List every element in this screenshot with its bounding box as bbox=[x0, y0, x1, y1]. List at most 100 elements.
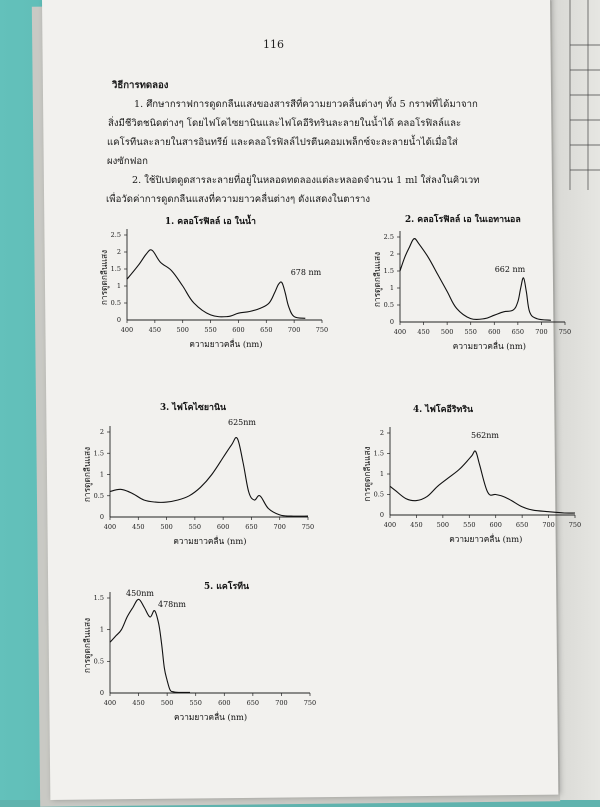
x-tick-label: 650 bbox=[516, 521, 528, 529]
y-tick-label: 0.5 bbox=[111, 299, 121, 307]
y-tick-label-zero: 0 bbox=[100, 513, 104, 521]
x-tick-label: 700 bbox=[535, 328, 547, 336]
x-tick-label: 400 bbox=[104, 523, 116, 531]
chart-title: 4. ไฟโคอีริทริน bbox=[413, 403, 473, 415]
chart-4: 400 450 500 550 600 650 700 750 0.5 1 1.5 2 0 4. ไฟโค… bbox=[362, 403, 581, 544]
peak-label: 450nm bbox=[126, 589, 154, 598]
x-tick-label: 550 bbox=[190, 699, 202, 707]
page-number: 116 bbox=[263, 38, 284, 51]
x-tick-label: 500 bbox=[177, 326, 189, 334]
y-tick-label-zero: 0 bbox=[117, 316, 121, 324]
x-tick-label: 500 bbox=[161, 699, 173, 707]
y-tick-label: 1 bbox=[390, 284, 394, 292]
x-tick-label: 600 bbox=[490, 521, 502, 529]
y-tick-label: 0.5 bbox=[94, 657, 104, 665]
x-tick-label: 750 bbox=[316, 326, 328, 334]
x-tick-label: 550 bbox=[204, 326, 216, 334]
x-tick-label: 450 bbox=[417, 328, 429, 336]
y-tick-label: 1.5 bbox=[111, 265, 121, 273]
y-tick-label: 2.5 bbox=[111, 231, 121, 239]
absorbance-curve bbox=[126, 249, 306, 319]
para2-line2: เพื่อวัดค่าการดูดกลืนแสงที่ความยาวคลื่นต… bbox=[106, 194, 371, 205]
x-tick-label: 500 bbox=[160, 523, 172, 531]
y-tick-label: 0.5 bbox=[374, 491, 384, 499]
x-tick-label: 650 bbox=[245, 523, 257, 531]
y-tick-label: 1.5 bbox=[94, 449, 104, 457]
x-tick-label: 750 bbox=[559, 328, 571, 336]
y-tick-label: 2 bbox=[100, 428, 104, 436]
peak-label: 478nm bbox=[158, 600, 186, 609]
x-tick-label: 450 bbox=[132, 523, 144, 531]
y-tick-label: 2 bbox=[117, 248, 121, 256]
chart-title: 1. คลอโรฟิลล์ เอ ในน้ำ bbox=[165, 214, 256, 227]
y-tick-label-zero: 0 bbox=[100, 689, 104, 697]
y-tick-label: 1 bbox=[117, 282, 121, 290]
y-axis-label: การดูดกลืนแสง bbox=[82, 618, 93, 673]
y-tick-label: 2.5 bbox=[384, 233, 394, 241]
x-tick-label: 700 bbox=[288, 326, 300, 334]
y-tick-label: 1.5 bbox=[384, 267, 394, 275]
chart-title: 2. คลอโรฟิลล์ เอ ในเอทานอล bbox=[405, 213, 521, 225]
para1-line2: สิ่งมีชีวิตชนิดต่างๆ โดยไฟโคไซยานินและไฟ… bbox=[108, 118, 462, 129]
x-tick-label: 750 bbox=[569, 521, 581, 529]
x-tick-label: 400 bbox=[394, 328, 406, 336]
y-tick-label: 1 bbox=[380, 470, 384, 478]
x-axis-label: ความยาวคลื่น (nm) bbox=[449, 533, 522, 544]
y-tick-label: 1 bbox=[100, 626, 104, 634]
chart-3: 400 450 500 550 600 650 700 750 0.5 1 1.5 2 0 3. ไฟโค… bbox=[82, 401, 314, 546]
x-tick-label: 700 bbox=[542, 521, 554, 529]
chart-title: 5. แคโรทีน bbox=[204, 580, 249, 592]
section-heading: วิธีการทดลอง bbox=[112, 80, 169, 91]
para1-line1: 1. ศึกษากราฟการดูดกลืนแสงของสารสีที่ความ… bbox=[134, 99, 478, 110]
para1-line3: แคโรทีนละลายในสารอินทรีย์ และคลอโรฟิลล์ไ… bbox=[107, 137, 458, 148]
y-axis-label: การดูดกลืนแสง bbox=[82, 447, 93, 502]
absorbance-curve bbox=[389, 450, 576, 514]
peak-label: 562nm bbox=[471, 431, 499, 440]
x-tick-label: 500 bbox=[441, 328, 453, 336]
x-tick-label: 700 bbox=[275, 699, 287, 707]
chart-2: 400 450 500 550 600 650 700 750 0.5 1 1.5 2 2.5 0 2. ค… bbox=[372, 213, 571, 351]
para2-line1: 2. ใช้ปิเปตดูดสารละลายที่อยู่ในหลอดทดลอง… bbox=[132, 175, 480, 186]
peak-label: 662 nm bbox=[495, 265, 526, 274]
y-tick-label: 0.5 bbox=[94, 492, 104, 500]
x-tick-label: 550 bbox=[189, 523, 201, 531]
x-tick-label: 750 bbox=[302, 523, 314, 531]
x-tick-label: 650 bbox=[512, 328, 524, 336]
absorbance-curve bbox=[109, 437, 309, 517]
next-page-table bbox=[569, 0, 600, 190]
x-tick-label: 600 bbox=[217, 523, 229, 531]
para1-line4: ผงซักฟอก bbox=[107, 156, 148, 167]
x-tick-label: 650 bbox=[260, 326, 272, 334]
x-axis-label: ความยาวคลื่น (nm) bbox=[173, 535, 246, 546]
x-tick-label: 400 bbox=[384, 521, 396, 529]
chart-1: 400 450 500 550 600 650 700 750 0.5 1 1.5 2 2.5 0 1. ค… bbox=[99, 214, 328, 349]
x-tick-label: 750 bbox=[304, 699, 316, 707]
x-tick-label: 600 bbox=[488, 328, 500, 336]
x-axis-label: ความยาวคลื่น (nm) bbox=[189, 338, 262, 349]
x-tick-label: 700 bbox=[274, 523, 286, 531]
y-axis-label: การดูดกลืนแสง bbox=[372, 252, 383, 307]
x-tick-label: 450 bbox=[132, 699, 144, 707]
peak-label: 625nm bbox=[228, 418, 256, 427]
y-tick-label: 2 bbox=[390, 250, 394, 258]
y-tick-label-zero: 0 bbox=[390, 318, 394, 326]
y-tick-label: 2 bbox=[380, 429, 384, 437]
x-tick-label: 500 bbox=[437, 521, 449, 529]
x-tick-label: 600 bbox=[218, 699, 230, 707]
y-tick-label: 1 bbox=[100, 471, 104, 479]
x-tick-label: 450 bbox=[149, 326, 161, 334]
y-tick-label: 1.5 bbox=[374, 450, 384, 458]
chart-5: 400 450 500 550 600 650 700 750 0.5 1 1.5 0 5. แคโรท… bbox=[82, 580, 316, 722]
y-axis-label: การดูดกลืนแสง bbox=[99, 250, 110, 305]
absorbance-curve bbox=[399, 238, 551, 321]
chart-title: 3. ไฟโคไซยานิน bbox=[160, 401, 226, 413]
x-tick-label: 600 bbox=[232, 326, 244, 334]
x-axis-label: ความยาวคลื่น (nm) bbox=[453, 340, 526, 351]
x-tick-label: 550 bbox=[463, 521, 475, 529]
x-tick-label: 650 bbox=[247, 699, 259, 707]
absorbance-curve bbox=[109, 598, 191, 693]
y-axis-label: การดูดกลืนแสง bbox=[362, 446, 373, 501]
x-tick-label: 400 bbox=[121, 326, 133, 334]
x-tick-label: 450 bbox=[410, 521, 422, 529]
